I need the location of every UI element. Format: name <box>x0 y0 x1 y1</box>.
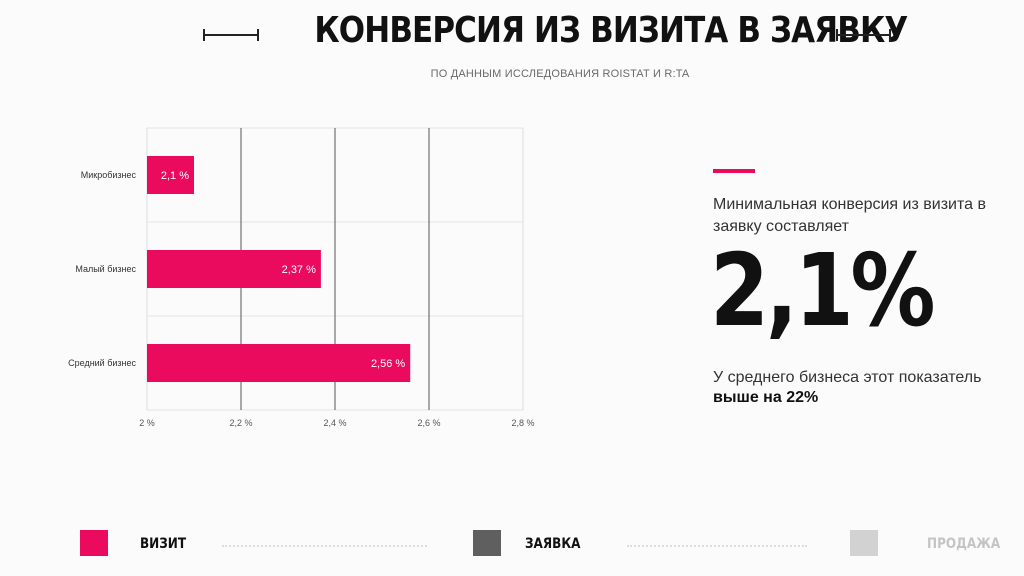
page-subtitle: ПО ДАННЫМ ИССЛЕДОВАНИЯ ROISTAT И R:TA <box>430 68 690 80</box>
legend-divider <box>222 545 427 547</box>
category-label: Средний бизнес <box>68 358 136 368</box>
legend-label-request: ЗАЯВКА <box>525 536 581 552</box>
category-label: Микробизнес <box>81 170 137 180</box>
insight-value: 2,1% <box>710 232 936 349</box>
x-tick-label: 2 % <box>139 418 155 428</box>
x-tick-label: 2,8 % <box>511 418 534 428</box>
title-row: КОНВЕРСИЯ ИЗ ВИЗИТА В ЗАЯВКУ <box>0 6 1024 58</box>
bar <box>147 344 411 382</box>
x-tick-label: 2,2 % <box>229 418 252 428</box>
legend-swatch-sale <box>850 530 878 556</box>
title-decoration-left <box>203 29 259 41</box>
data-label: 2,1 % <box>161 170 189 182</box>
title-decoration-right <box>836 29 891 41</box>
insight-note-highlight: выше на 22% <box>713 389 819 406</box>
legend-label-sale: ПРОДАЖА <box>927 536 1001 552</box>
legend-divider <box>627 545 807 547</box>
bar <box>147 156 194 194</box>
legend-swatch-request <box>473 530 501 556</box>
legend-label-visit: ВИЗИТ <box>140 536 187 552</box>
bar-chart: 2 % 2,2 % 2,4 % 2,6 % 2,8 % 2,1 % Микробизнес 2… <box>68 127 535 428</box>
category-label: Малый бизнес <box>75 264 136 274</box>
x-tick-label: 2,4 % <box>323 418 346 428</box>
bar <box>147 250 321 288</box>
data-label: 2,56 % <box>371 358 405 370</box>
x-tick-label: 2,6 % <box>417 418 440 428</box>
insight-note-text: У среднего бизнеса этот показатель <box>713 369 982 386</box>
page-title: КОНВЕРСИЯ ИЗ ВИЗИТА В ЗАЯВКУ <box>314 10 908 51</box>
legend-swatch-visit <box>80 530 108 556</box>
accent-bar <box>713 169 755 173</box>
insight-note: У среднего бизнеса этот показатель выше … <box>713 368 1013 408</box>
data-label: 2,37 % <box>282 264 316 276</box>
insight-text: Минимальная конверсия из визита в заявку… <box>713 196 986 235</box>
